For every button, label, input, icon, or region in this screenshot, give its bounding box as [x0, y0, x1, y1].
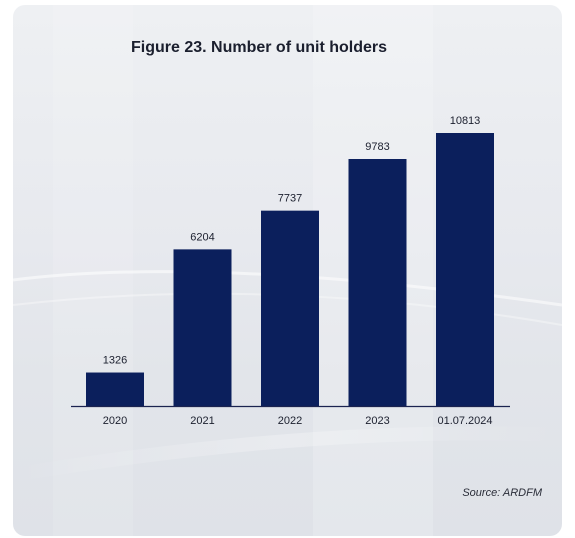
- bar-chart: 1326 2020 6204 2021 7737 2022 9783 2023 10813 01.…: [71, 115, 510, 427]
- data-label: 10813: [450, 115, 481, 127]
- bar: [436, 133, 494, 406]
- chart-title: Figure 23. Number of unit holders: [131, 39, 388, 56]
- x-tick-label: 2023: [365, 415, 389, 427]
- x-tick-label: 2021: [190, 415, 214, 427]
- x-tick-label: 01.07.2024: [437, 415, 492, 427]
- bar: [348, 159, 407, 406]
- data-label: 9783: [365, 141, 389, 153]
- data-label: 6204: [190, 231, 214, 243]
- bar: [86, 372, 144, 406]
- bar: [261, 210, 319, 406]
- chart-card: Figure 23. Number of unit holders 1326 20…: [13, 5, 562, 536]
- source-note: Source: ARDFM: [462, 487, 542, 499]
- x-tick-label: 2022: [278, 415, 302, 427]
- card-background: [13, 5, 562, 536]
- data-label: 1326: [103, 355, 127, 367]
- x-tick-label: 2020: [103, 415, 127, 427]
- data-label: 7737: [278, 193, 302, 205]
- bar: [173, 249, 232, 406]
